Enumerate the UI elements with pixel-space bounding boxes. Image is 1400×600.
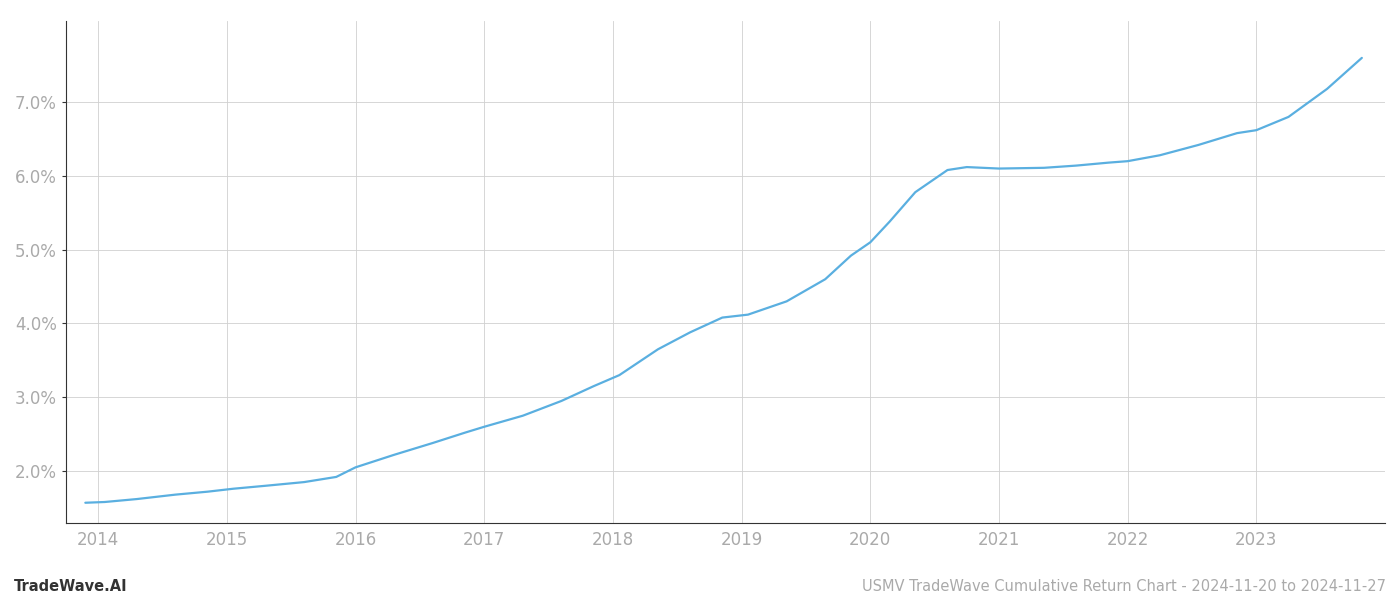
- Text: TradeWave.AI: TradeWave.AI: [14, 579, 127, 594]
- Text: USMV TradeWave Cumulative Return Chart - 2024-11-20 to 2024-11-27: USMV TradeWave Cumulative Return Chart -…: [862, 579, 1386, 594]
